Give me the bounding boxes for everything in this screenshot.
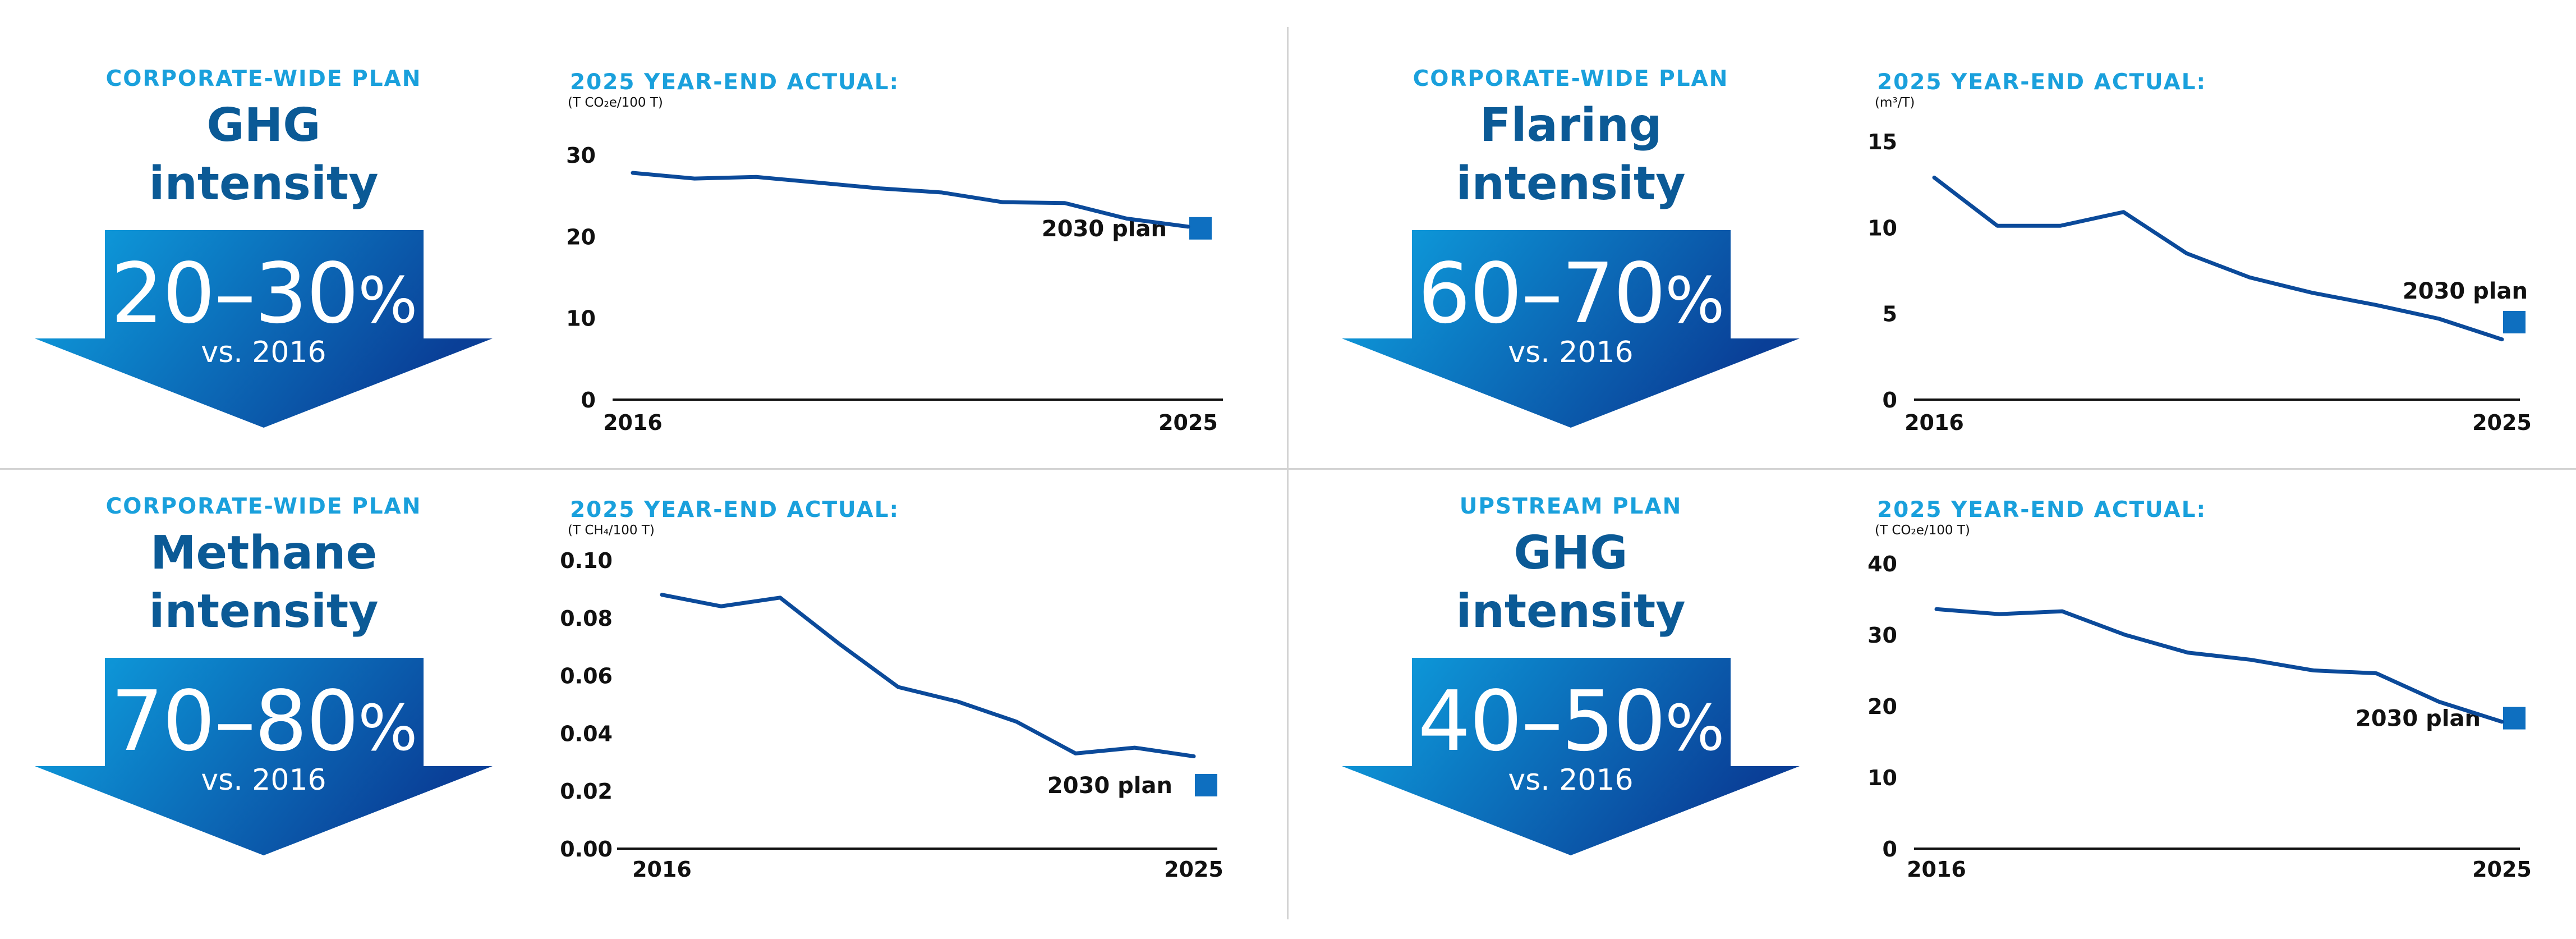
series-line [660, 593, 1196, 759]
y-tick-label: 0.08 [560, 606, 613, 631]
plan-marker [2503, 707, 2526, 730]
y-tick-label: 10 [1867, 766, 1897, 790]
y-tick-label: 10 [1867, 216, 1897, 240]
metric-title: GHG intensity [34, 97, 494, 213]
vertical-divider [1287, 27, 1289, 919]
y-tick-label: 0.10 [560, 548, 613, 573]
percent-sign: % [358, 264, 417, 337]
reduction-target-range: 70–80 [111, 673, 359, 769]
metric-title: Methane intensity [34, 524, 494, 641]
y-tick-label: 20 [566, 225, 596, 249]
y-tick-label: 0.00 [560, 837, 613, 862]
metric-title-line2: intensity [149, 157, 379, 210]
y-tick-label: 30 [1867, 623, 1897, 648]
y-tick-label: 0 [581, 388, 596, 413]
x-tick-label: 2016 [1907, 857, 1966, 882]
actual-label: 2025 YEAR-END ACTUAL: [1877, 70, 2207, 95]
x-tick-label: 2025 [2472, 857, 2532, 882]
plan-label: CORPORATE-WIDE PLAN [105, 494, 422, 519]
reduction-target-range: 20–30 [111, 245, 359, 342]
unit-label: (T CO₂e/100 T) [1875, 523, 1970, 538]
y-tick-label: 0.04 [560, 721, 613, 746]
reduction-target: 60–70% [1341, 251, 1801, 343]
y-tick-label: 15 [1867, 130, 1897, 154]
baseline-label: vs. 2016 [1508, 763, 1634, 797]
y-tick-label: 0 [1883, 388, 1897, 413]
plan-label: CORPORATE-WIDE PLAN [105, 66, 422, 91]
x-tick-label: 2025 [1158, 410, 1218, 435]
metric-title-line1: GHG [1514, 526, 1628, 580]
actual-label: 2025 YEAR-END ACTUAL: [1877, 497, 2207, 523]
metric-title-line1: GHG [206, 99, 321, 152]
panel-corporate-flaring: CORPORATE-WIDE PLAN Flaring intensity 60–70… [1307, 0, 2576, 469]
percent-sign: % [1665, 692, 1724, 765]
panel-corporate-methane: CORPORATE-WIDE PLAN Methane intensity 70–80… [0, 428, 1288, 897]
series-line [631, 171, 1190, 229]
metric-title-line1: Flaring [1479, 99, 1662, 152]
panel-corporate-ghg: CORPORATE-WIDE PLAN GHG intensity 20–30% vs.… [0, 0, 1288, 469]
metric-title-line2: intensity [149, 585, 379, 638]
line-chart: 0.00 0.02 0.04 0.06 0.08 0.10 2016 2025 2030 pla… [560, 548, 1223, 882]
x-tick-label: 2025 [1164, 857, 1223, 882]
reduction-target-range: 40–50 [1418, 673, 1666, 769]
unit-label: (T CO₂e/100 T) [568, 95, 663, 110]
x-tick-label: 2016 [603, 410, 663, 435]
y-tick-label: 10 [566, 306, 596, 331]
metric-title-line2: intensity [1456, 157, 1686, 210]
plan-label-text: 2030 plan [1047, 773, 1172, 799]
unit-label: (m³/T) [1875, 95, 1915, 110]
x-tick-label: 2016 [632, 857, 692, 882]
y-tick-label: 0.06 [560, 664, 613, 689]
plan-label: UPSTREAM PLAN [1459, 494, 1682, 519]
down-arrow-graphic [35, 658, 493, 855]
y-tick-label: 0.02 [560, 779, 613, 804]
actual-label: 2025 YEAR-END ACTUAL: [570, 497, 900, 523]
reduction-target: 20–30% [34, 251, 494, 343]
plan-label: CORPORATE-WIDE PLAN [1413, 66, 1729, 91]
baseline-label: vs. 2016 [201, 763, 326, 797]
metric-title-line1: Methane [150, 526, 378, 580]
metric-title: GHG intensity [1341, 524, 1801, 641]
down-arrow-graphic [1342, 230, 1800, 428]
percent-sign: % [358, 692, 417, 765]
plan-marker [2503, 311, 2526, 333]
horizontal-divider [0, 468, 2576, 470]
x-tick-label: 2016 [1905, 410, 1964, 435]
y-tick-label: 20 [1867, 694, 1897, 719]
reduction-target: 40–50% [1341, 679, 1801, 771]
metric-title: Flaring intensity [1341, 97, 1801, 213]
reduction-target: 70–80% [34, 679, 494, 771]
actual-label: 2025 YEAR-END ACTUAL: [570, 70, 900, 95]
plan-marker [1189, 217, 1212, 240]
y-tick-label: 30 [566, 143, 596, 168]
plan-marker [1195, 773, 1217, 796]
down-arrow-graphic [1342, 658, 1800, 855]
series-line [1934, 607, 2504, 724]
line-chart: 0 5 10 15 2016 2025 2030 plan [1867, 130, 2532, 435]
plan-label-text: 2030 plan [2403, 278, 2528, 304]
percent-sign: % [1665, 264, 1724, 337]
y-tick-label: 5 [1883, 302, 1897, 327]
metric-title-line2: intensity [1456, 585, 1686, 638]
x-tick-label: 2025 [2472, 410, 2532, 435]
series-line [1932, 175, 2504, 342]
unit-label: (T CH₄/100 T) [568, 523, 655, 538]
panel-upstream-ghg: UPSTREAM PLAN GHG intensity 40–50% vs. 2016 2… [1307, 428, 2576, 897]
down-arrow-graphic [35, 230, 493, 428]
baseline-label: vs. 2016 [1508, 336, 1634, 369]
baseline-label: vs. 2016 [201, 336, 326, 369]
y-tick-label: 40 [1867, 552, 1897, 576]
reduction-target-range: 60–70 [1418, 245, 1666, 342]
y-tick-label: 0 [1883, 837, 1897, 862]
